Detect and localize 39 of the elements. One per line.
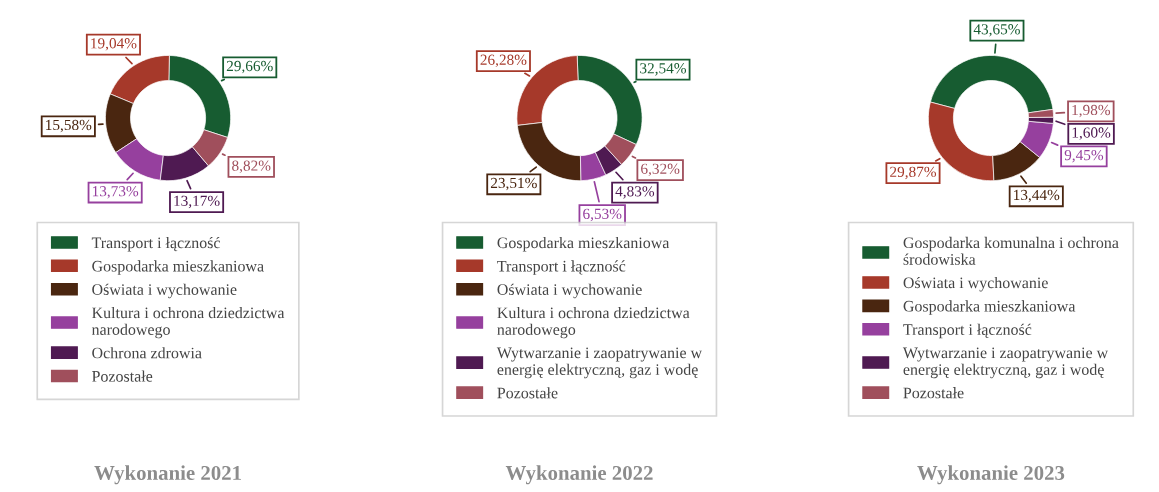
legend-label: Transport i łączność	[497, 260, 626, 275]
data-label: 32,54%	[640, 63, 687, 76]
data-label: 26,28%	[480, 54, 527, 68]
data-label: 9,45%	[1064, 149, 1104, 163]
legend-label: Gospodarka komunalna i ochrona środowiska	[903, 236, 1119, 265]
data-label: 6,32%	[641, 163, 680, 177]
legend-label: Wytwarzanie i zaopatrywanie w energię elektryczną, gaz i wodę	[902, 347, 1109, 379]
data-label: 6,53%	[583, 208, 622, 222]
data-label: 15,58%	[46, 119, 92, 133]
data-label: 4,83%	[615, 186, 655, 199]
data-label: 29,87%	[890, 166, 937, 180]
legend-label: Pozostałe	[497, 387, 558, 399]
legend-label: Ochrona zdrowia	[92, 347, 202, 359]
data-label: 13,17%	[174, 195, 220, 209]
legend-label: Kultura i ochrona dziedzictwa narodowego	[91, 307, 285, 339]
legend-label: Oświata i wychowanie	[92, 283, 237, 299]
text: Wykonanie 2021	[94, 465, 241, 485]
legend-label: Pozostałe	[92, 370, 153, 382]
legend-label: Oświata i wychowanie	[497, 283, 642, 299]
data-label: 23,51%	[490, 177, 537, 191]
text: Wykonanie 2023	[917, 465, 1065, 485]
legend-label: Transport i łączność	[91, 236, 221, 252]
data-label: 8,82%	[232, 160, 271, 173]
data-label: 29,66%	[226, 60, 273, 74]
legend-label: Wytwarzanie i zaopatrywanie w energię elektryczną, gaz i wodę	[496, 347, 703, 379]
data-label: 1,98%	[1072, 104, 1111, 118]
data-label: 19,04%	[91, 38, 137, 51]
legend-label: Gospodarka mieszkaniowa	[92, 260, 264, 275]
legend-label: Oświata i wychowanie	[903, 276, 1048, 292]
data-label: 1,60%	[1072, 127, 1111, 140]
legend-label: Pozostałe	[903, 387, 964, 399]
text: Wykonanie 2022	[505, 465, 653, 485]
legend-label: Gospodarka mieszkaniowa	[497, 236, 670, 252]
legend-label: Kultura i ochrona dziedzictwa narodowego	[497, 307, 690, 339]
legend-label: Gospodarka mieszkaniowa	[903, 300, 1076, 315]
data-label: 13,44%	[1014, 189, 1060, 203]
data-label: 43,65%	[973, 24, 1020, 37]
data-label: 13,73%	[92, 186, 139, 199]
legend-label: Transport i łączność	[903, 323, 1032, 339]
